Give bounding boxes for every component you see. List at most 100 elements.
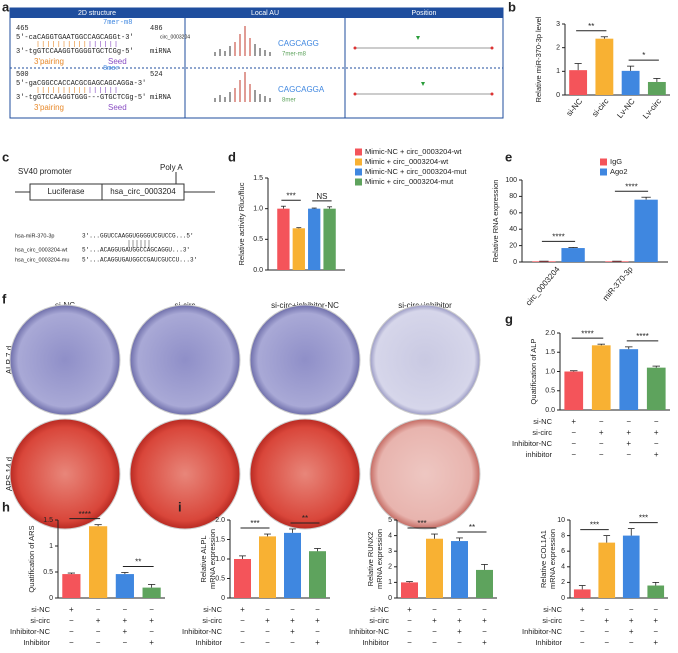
treatment-mark: −	[265, 605, 270, 614]
treatment-mark: −	[571, 428, 576, 437]
y-tick-label: 0.5	[253, 236, 263, 243]
bar	[634, 199, 658, 262]
y-tick-label: 5	[388, 517, 392, 524]
site-type: 8mer	[103, 65, 120, 73]
treatment-mark: −	[580, 627, 585, 636]
treatment-mark: +	[653, 638, 658, 647]
mirna-label: miRNA	[150, 48, 172, 56]
treatment-mark: −	[626, 450, 631, 459]
y-tick-label: 2.0	[545, 330, 555, 337]
y-tick-label: 8	[561, 532, 565, 539]
y-tick-label: 1.0	[215, 556, 225, 563]
y-tick-label: 2	[388, 564, 392, 571]
treatment-mark: −	[407, 616, 412, 625]
significance-label: ***	[286, 191, 295, 200]
treatment-mark: −	[482, 627, 487, 636]
treatment-mark: −	[604, 638, 609, 647]
treatment-mark: +	[482, 616, 487, 625]
au-type: 7mer-m8	[282, 52, 307, 58]
treatment-mark: +	[149, 616, 154, 625]
y-tick-label: 0	[561, 595, 565, 602]
treatment-mark: +	[407, 605, 412, 614]
site-end: 524	[150, 71, 163, 79]
y-tick-label: 3	[388, 548, 392, 555]
significance-label: ****	[552, 233, 564, 242]
significance-label: ****	[79, 510, 91, 519]
site-start: 465	[16, 25, 29, 33]
bar	[62, 574, 81, 598]
panel-a-frame	[9, 7, 504, 119]
bar	[426, 538, 443, 598]
bar	[646, 367, 666, 410]
bar	[569, 70, 588, 95]
treatment-mark: −	[149, 605, 154, 614]
sequence-name: hsa-miR-370-3p	[15, 233, 54, 239]
y-tick-label: 1.0	[545, 368, 555, 375]
treatment-mark: +	[629, 627, 634, 636]
bar	[89, 526, 108, 598]
insert-box	[101, 183, 185, 201]
y-axis-label: Relative RNA expression	[491, 180, 500, 263]
y-tick-label: 4	[388, 532, 392, 539]
treatment-mark: +	[604, 616, 609, 625]
treatment-name: Inhibitor-NC	[522, 627, 563, 636]
sequence: 5'...ACAGGUGAUGGCCAGCAGGU...3'	[82, 247, 190, 254]
y-tick-label: 1.5	[215, 536, 225, 543]
significance-label: **	[302, 514, 308, 523]
treatment-mark: −	[290, 638, 295, 647]
treatment-mark: −	[599, 439, 604, 448]
sequence-name: hsa_circ_0003204-mu	[15, 257, 69, 263]
treatment-mark: −	[96, 627, 101, 636]
treatment-mark: −	[123, 638, 128, 647]
treatment-mark: −	[69, 638, 74, 647]
y-axis-label: Relative ALPL	[199, 535, 208, 582]
position-marker	[416, 36, 420, 40]
position-end	[490, 46, 494, 50]
x-tick-label: Lv-circ	[641, 97, 663, 121]
site-end: 486	[150, 25, 163, 33]
site-type: 7mer-m8	[103, 19, 132, 27]
treatment-mark: −	[604, 605, 609, 614]
treatment-mark: +	[457, 616, 462, 625]
x-tick-label: si-NC	[565, 97, 585, 118]
treatment-mark: −	[265, 627, 270, 636]
treatment-name: si-NC	[370, 605, 389, 614]
treatment-mark: −	[629, 605, 634, 614]
treatment-mark: −	[407, 638, 412, 647]
treatment-mark: +	[653, 616, 658, 625]
legend-swatch	[355, 178, 362, 186]
treatment-mark: −	[580, 638, 585, 647]
bar	[115, 574, 134, 598]
y-axis-label: mRNA expression	[375, 529, 384, 589]
treatment-mark: −	[265, 638, 270, 647]
treatment-mark: −	[96, 605, 101, 614]
position-end	[353, 92, 357, 96]
treatment-mark: −	[457, 605, 462, 614]
legend-label: Mimic-NC + circ_0003204-wt	[365, 147, 462, 156]
treatment-mark: +	[571, 417, 576, 426]
y-tick-label: 0	[513, 259, 517, 266]
treatment-mark: −	[240, 638, 245, 647]
treatment-mark: +	[626, 439, 631, 448]
bar	[621, 70, 640, 95]
y-tick-label: 0	[556, 92, 560, 99]
treatment-mark: +	[654, 450, 659, 459]
y-axis-label: Quatification of ALP	[529, 339, 538, 405]
panel-label: b	[508, 0, 516, 14]
y-tick-label: 2	[561, 579, 565, 586]
luciferase-label: Luciferase	[48, 187, 85, 196]
treatment-name: si-NC	[543, 605, 562, 614]
y-tick-label: 20	[509, 242, 517, 249]
legend-label: Mimic-NC + circ_0003204-mut	[365, 167, 467, 176]
treatment-name: Inhibitor-NC	[10, 627, 51, 636]
bar	[284, 532, 301, 598]
significance-label: *	[642, 51, 645, 60]
bar	[292, 228, 305, 270]
panel-label: h	[2, 499, 10, 514]
y-tick-label: 1	[556, 68, 560, 75]
treatment-name: si-circ	[532, 428, 552, 437]
treatment-mark: −	[599, 450, 604, 459]
bar	[142, 587, 161, 598]
treatment-mark: −	[315, 627, 320, 636]
treatment-name: inhibitor	[526, 450, 553, 459]
